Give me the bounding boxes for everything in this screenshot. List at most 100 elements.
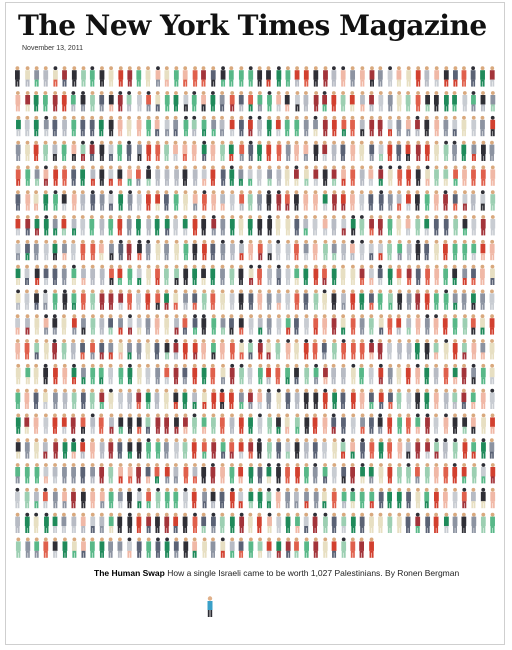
crowd-figure [369,388,374,410]
magazine-cover: The New York Times Magazine November 13,… [5,2,505,645]
crowd-figure [15,487,20,509]
crowd-figure [155,363,161,385]
crowd-figure [415,289,421,310]
crowd-figure [295,91,300,112]
crowd-figure [424,289,430,310]
crowd-figure [220,140,225,162]
crowd-figure [377,115,383,137]
crowd-figure [210,91,216,112]
crowd-figure [424,339,430,360]
crowd-figure [136,388,142,410]
crowd-figure [34,289,39,310]
crowd-figure [471,339,477,360]
crowd-figure [43,239,49,261]
crowd-figure [136,512,142,534]
crowd-figure [202,487,207,509]
crowd-figure [239,512,245,534]
crowd-figure [304,314,309,335]
crowd-figure [136,289,141,310]
crowd-figure [369,537,374,558]
crowd-figure [98,413,104,434]
crowd-figure [387,115,393,137]
crowd-figure [452,190,458,211]
crowd-figure [81,314,86,335]
crowd-figure [331,215,337,236]
crowd-figure [350,388,356,410]
crowd-figure [146,91,151,112]
crowd-figure [424,190,430,211]
crowd-figure [173,487,179,509]
crowd-figure [127,363,133,385]
crowd-figure [442,314,448,335]
crowd-figure [415,487,421,509]
crowd-figure [461,487,467,509]
crowd-figure [434,239,439,261]
crowd-figure [126,115,132,137]
crowd-figure [52,91,58,112]
crowd-figure [52,339,58,360]
crowd-figure [34,463,40,484]
crowd-figure [164,463,170,484]
crowd-figure [285,487,291,509]
crowd-figure [25,66,30,87]
crowd-figure [378,463,384,484]
crowd-figure [117,487,123,509]
crowd-figure [285,264,291,286]
crowd-figure [378,140,384,162]
crowd-figure [396,264,402,286]
crowd-figure [442,487,448,509]
crowd-figure [276,190,282,211]
crowd-figure [405,438,411,459]
crowd-figure [350,264,356,286]
crowd-figure [238,537,244,558]
crowd-figure [489,140,495,162]
crowd-figure [369,487,375,509]
crowd-figure [202,239,207,261]
crowd-figure [490,264,495,286]
crowd-figure [359,339,365,360]
crowd-figure [489,438,495,459]
crowd-figure [61,314,67,335]
crowd-figure [229,463,235,484]
crowd-figure [71,190,77,211]
crowd-figure [108,438,114,459]
crowd-figure [247,363,253,385]
crowd-figure [34,215,40,236]
crowd-figure [480,487,486,509]
crowd-figure [359,140,365,162]
crowd-figure [15,239,21,261]
crowd-figure [127,388,133,410]
crowd-figure [117,215,123,236]
crowd-figure [452,388,458,410]
crowd-figure [471,165,476,186]
crowd-figure [275,115,281,137]
crowd-figure [415,388,421,410]
crowd-figure [90,165,96,186]
crowd-figure [359,363,364,385]
crowd-figure [248,339,253,360]
crowd-figure [99,289,105,310]
crowd-figure [61,91,67,112]
crowd-figure [396,215,402,236]
crowd-figure [154,115,160,137]
crowd-figure [480,115,485,137]
crowd-figure [257,537,263,558]
crowd-figure [52,215,58,236]
crowd-figure [155,165,161,186]
crowd-figure [164,512,170,534]
crowd-figure [155,140,161,162]
crowd-figure [182,388,188,410]
crowd-figure [210,66,216,87]
crowd-figure [387,512,393,534]
crowd-figure [462,165,467,186]
crowd-figure [369,512,374,534]
crowd-figure [118,314,123,335]
crowd-figure [378,487,384,509]
crowd-figure [164,239,169,261]
crowd-figure [471,239,477,261]
crowd-figure [396,115,402,137]
crowd-figure [266,339,271,360]
crowd-figure [52,239,58,261]
crowd-figure [220,438,226,459]
crowd-figure [275,339,281,360]
